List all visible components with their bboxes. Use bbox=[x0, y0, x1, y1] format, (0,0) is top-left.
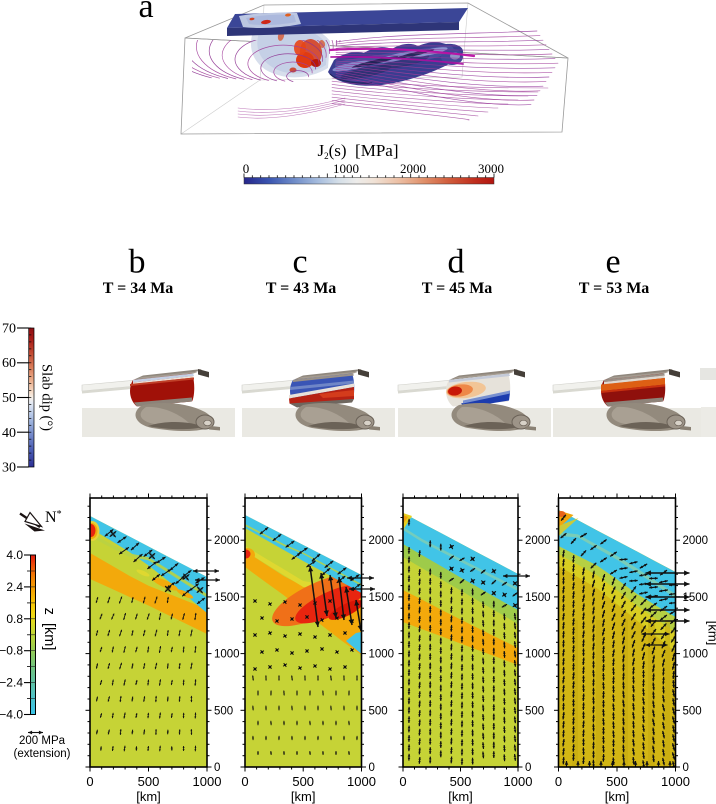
svg-text:0: 0 bbox=[241, 774, 248, 789]
svg-text:2000: 2000 bbox=[525, 535, 551, 547]
svg-text:[km]: [km] bbox=[706, 621, 716, 646]
svg-text:[km]: [km] bbox=[605, 789, 630, 804]
svg-text:T = 34 Ma: T = 34 Ma bbox=[103, 280, 174, 297]
svg-text:500: 500 bbox=[292, 774, 314, 789]
svg-text:500: 500 bbox=[450, 774, 472, 789]
svg-text:200 MPa: 200 MPa bbox=[19, 735, 66, 747]
svg-text:500: 500 bbox=[606, 774, 628, 789]
svg-text:T = 43 Ma: T = 43 Ma bbox=[266, 280, 337, 297]
svg-text:40: 40 bbox=[2, 426, 16, 441]
svg-text:3000: 3000 bbox=[478, 161, 504, 176]
svg-text:1000: 1000 bbox=[683, 649, 709, 661]
svg-text:T = 45 Ma: T = 45 Ma bbox=[422, 280, 493, 297]
svg-text:−0.8: −0.8 bbox=[0, 644, 23, 658]
svg-text:500: 500 bbox=[525, 705, 544, 717]
svg-text:1000: 1000 bbox=[504, 774, 533, 789]
svg-text:[km]: [km] bbox=[448, 789, 473, 804]
svg-text:1000: 1000 bbox=[347, 774, 376, 789]
svg-text:500: 500 bbox=[683, 705, 702, 717]
svg-text:Slab dip (°): Slab dip (°) bbox=[39, 364, 55, 431]
svg-text:60: 60 bbox=[2, 356, 16, 371]
svg-text:1500: 1500 bbox=[369, 592, 395, 604]
svg-text:500: 500 bbox=[214, 705, 233, 717]
svg-text:1500: 1500 bbox=[214, 592, 240, 604]
svg-text:0: 0 bbox=[555, 774, 562, 789]
svg-text:2000: 2000 bbox=[400, 161, 426, 176]
svg-text:1000: 1000 bbox=[333, 161, 359, 176]
svg-text:30: 30 bbox=[2, 461, 16, 476]
svg-text:2000: 2000 bbox=[683, 535, 709, 547]
svg-text:500: 500 bbox=[369, 705, 388, 717]
svg-text:T = 53 Ma: T = 53 Ma bbox=[579, 280, 650, 297]
svg-text:1000: 1000 bbox=[525, 649, 551, 661]
svg-text:0: 0 bbox=[369, 762, 375, 774]
svg-text:0.8: 0.8 bbox=[6, 612, 23, 626]
svg-text:(extension): (extension) bbox=[14, 748, 71, 760]
svg-text:0: 0 bbox=[399, 774, 406, 789]
svg-text:0: 0 bbox=[683, 762, 689, 774]
svg-text:1000: 1000 bbox=[214, 649, 240, 661]
svg-text:50: 50 bbox=[2, 391, 16, 406]
svg-text:d: d bbox=[448, 244, 465, 281]
svg-text:1000: 1000 bbox=[193, 774, 222, 789]
svg-text:J2(s) [MPa]: J2(s) [MPa] bbox=[317, 141, 398, 161]
svg-text:2000: 2000 bbox=[214, 535, 240, 547]
svg-text:4.0: 4.0 bbox=[6, 548, 23, 562]
svg-text:0: 0 bbox=[525, 762, 531, 774]
svg-text:0: 0 bbox=[86, 774, 93, 789]
svg-text:0: 0 bbox=[243, 161, 250, 176]
svg-text:N*: N* bbox=[45, 509, 62, 526]
svg-text:0: 0 bbox=[214, 762, 220, 774]
svg-text:500: 500 bbox=[138, 774, 160, 789]
svg-text:a: a bbox=[138, 0, 153, 25]
svg-text:1500: 1500 bbox=[683, 592, 709, 604]
svg-text:e: e bbox=[605, 244, 620, 281]
svg-text:−4.0: −4.0 bbox=[0, 708, 23, 722]
svg-text:2000: 2000 bbox=[369, 535, 395, 547]
svg-text:b: b bbox=[129, 244, 146, 281]
svg-text:z [km]: z [km] bbox=[41, 608, 57, 651]
svg-text:−2.4: −2.4 bbox=[0, 676, 23, 690]
svg-text:2.4: 2.4 bbox=[6, 580, 23, 594]
svg-text:[km]: [km] bbox=[291, 789, 316, 804]
svg-text:c: c bbox=[292, 244, 307, 281]
svg-text:1000: 1000 bbox=[661, 774, 690, 789]
svg-text:[km]: [km] bbox=[136, 789, 161, 804]
svg-text:1000: 1000 bbox=[369, 649, 395, 661]
svg-text:1500: 1500 bbox=[525, 592, 551, 604]
svg-text:70: 70 bbox=[2, 322, 16, 337]
